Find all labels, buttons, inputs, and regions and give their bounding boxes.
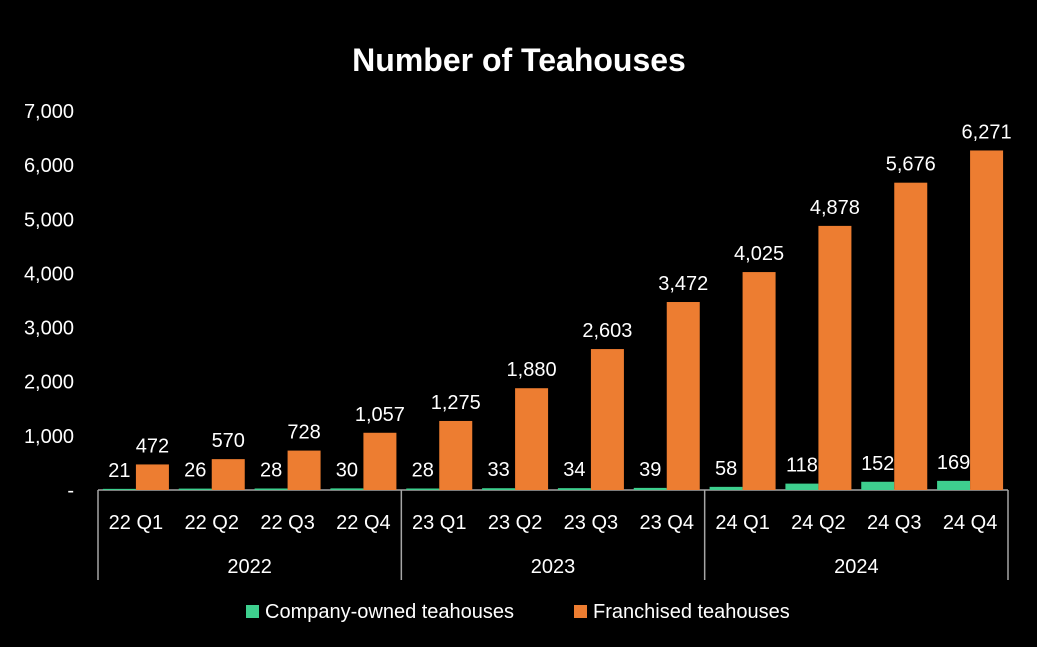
data-label-company-owned: 28	[412, 459, 434, 481]
x-category-label: 23 Q4	[640, 512, 694, 534]
data-label-layer: 21 26 28 30 28 33 34 39 58 118 152 169 472 570 728 1,05…	[108, 121, 1011, 481]
legend-swatch-company-owned	[246, 605, 259, 618]
legend-label-franchised: Franchised teahouses	[593, 601, 790, 623]
bar-company-owned	[102, 488, 136, 490]
bar-company-owned	[633, 487, 667, 490]
bar-franchised	[439, 420, 473, 490]
bar-layer	[102, 150, 1004, 490]
y-tick-label: 2,000	[24, 372, 74, 394]
data-label-franchised: 1,880	[507, 359, 557, 381]
x-category-label: 24 Q1	[715, 512, 769, 534]
x-category-label: 22 Q4	[336, 512, 390, 534]
data-label-company-owned: 58	[715, 458, 737, 480]
bar-franchised	[818, 225, 852, 490]
data-label-company-owned: 34	[563, 459, 585, 481]
bar-company-owned	[406, 488, 440, 490]
y-tick-label: 3,000	[24, 318, 74, 340]
legend: Company-owned teahouses Franchised teahou…	[246, 601, 790, 623]
data-label-company-owned: 28	[260, 459, 282, 481]
x-group-label: 2023	[531, 556, 576, 578]
data-label-franchised: 6,271	[962, 121, 1012, 143]
bar-company-owned	[785, 483, 819, 490]
bar-franchised	[287, 450, 321, 490]
data-label-company-owned: 21	[108, 460, 130, 482]
legend-label-company-owned: Company-owned teahouses	[265, 601, 514, 623]
data-label-franchised: 728	[287, 422, 320, 444]
bar-company-owned	[709, 486, 743, 490]
bar-company-owned	[861, 481, 895, 490]
bar-franchised	[894, 182, 928, 490]
x-group-label: 2022	[227, 556, 272, 578]
data-label-company-owned: 169	[937, 452, 970, 474]
x-category-label: 23 Q2	[488, 512, 542, 534]
data-label-franchised: 1,057	[355, 404, 405, 426]
x-category-label: 22 Q1	[109, 512, 163, 534]
y-tick-label: -	[67, 480, 74, 502]
y-tick-label: 5,000	[24, 209, 74, 231]
data-label-franchised: 3,472	[658, 273, 708, 295]
bar-franchised	[742, 272, 776, 490]
data-label-company-owned: 39	[639, 459, 661, 481]
bar-franchised	[666, 302, 700, 490]
chart-title-group: Number of Teahouses	[339, 33, 700, 85]
bar-franchised	[211, 459, 245, 490]
bar-company-owned	[254, 488, 288, 490]
chart-title-background	[339, 33, 700, 85]
y-tick-label: 4,000	[24, 263, 74, 285]
x-group-label: 2024	[834, 556, 879, 578]
bar-franchised	[590, 349, 624, 490]
data-label-franchised: 5,676	[886, 154, 936, 176]
x-category-label: 23 Q3	[564, 512, 618, 534]
bar-company-owned	[330, 488, 364, 490]
data-label-franchised: 1,275	[431, 392, 481, 414]
y-tick-label: 6,000	[24, 155, 74, 177]
bar-company-owned	[178, 488, 212, 490]
legend-swatch-franchised	[574, 605, 587, 618]
data-label-franchised: 472	[136, 435, 169, 457]
bar-company-owned	[937, 480, 971, 490]
data-label-franchised: 4,025	[734, 243, 784, 265]
data-label-company-owned: 152	[861, 453, 894, 475]
data-label-company-owned: 118	[786, 455, 818, 477]
x-category-label: 24 Q4	[943, 512, 997, 534]
y-tick-label: 7,000	[24, 101, 74, 123]
bar-franchised	[135, 464, 169, 490]
data-label-franchised: 4,878	[810, 197, 860, 219]
data-label-franchised: 570	[212, 430, 245, 452]
x-category-label: 22 Q3	[260, 512, 314, 534]
x-category-label: 23 Q1	[412, 512, 466, 534]
x-category-label: 22 Q2	[185, 512, 239, 534]
data-label-franchised: 2,603	[582, 320, 632, 342]
y-tick-label: 1,000	[24, 426, 74, 448]
data-label-company-owned: 26	[184, 460, 206, 482]
axis-layer: - 1,000 2,000 3,000 4,000 5,000 6,000 7,000 22 Q…	[24, 101, 1009, 580]
data-label-company-owned: 30	[336, 459, 358, 481]
bar-company-owned	[482, 488, 516, 490]
chart-title: Number of Teahouses	[352, 42, 686, 78]
bar-franchised	[363, 432, 397, 490]
x-category-label: 24 Q2	[791, 512, 845, 534]
x-category-label: 24 Q3	[867, 512, 921, 534]
bar-franchised	[970, 150, 1004, 490]
bar-franchised	[515, 388, 549, 490]
bar-company-owned	[557, 488, 591, 490]
data-label-company-owned: 33	[487, 459, 509, 481]
